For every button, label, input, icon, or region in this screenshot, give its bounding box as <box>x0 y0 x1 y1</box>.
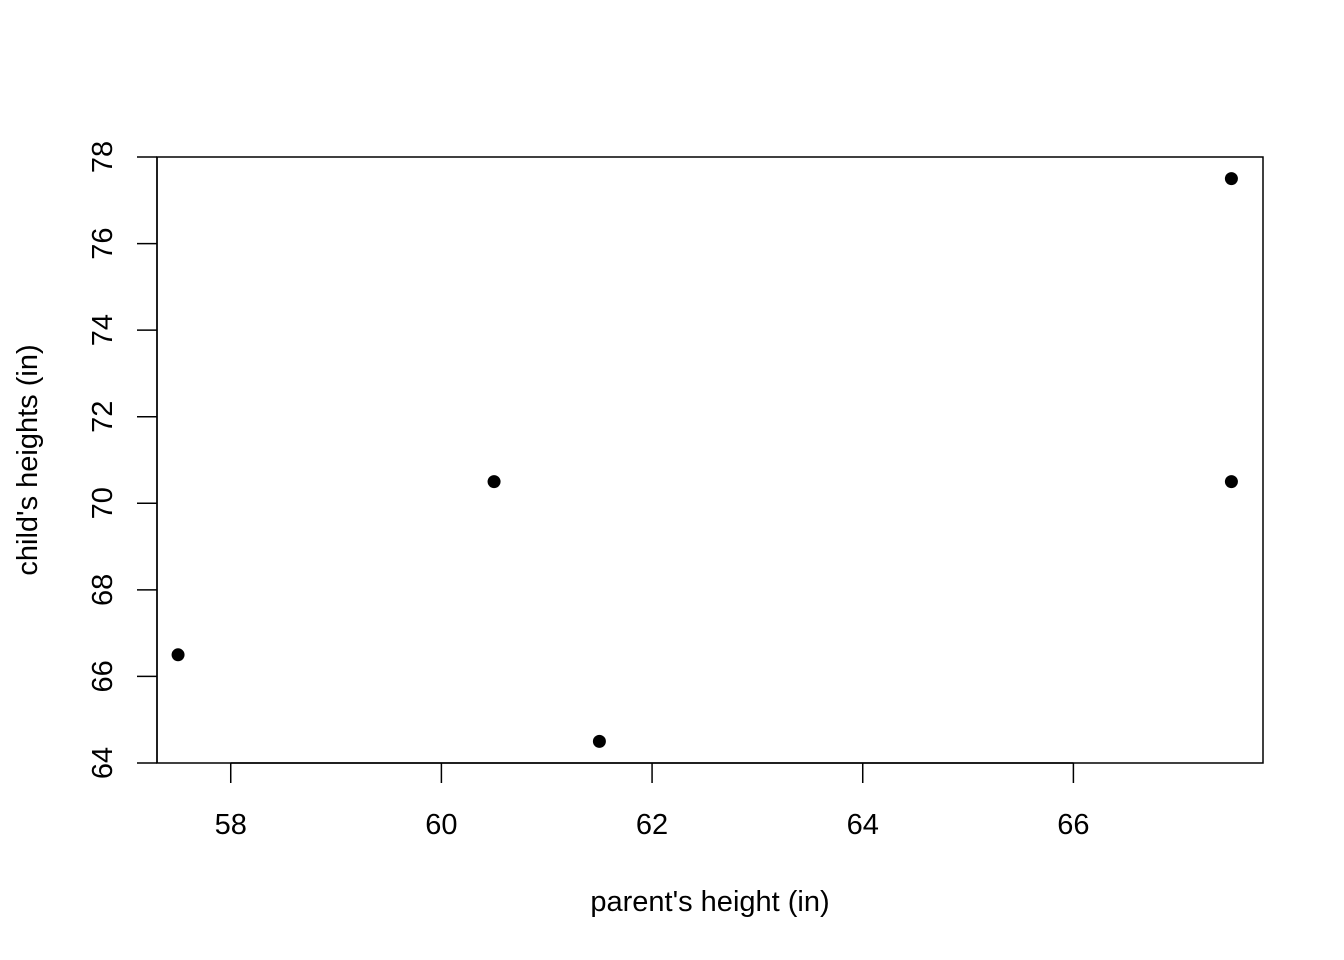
data-point <box>487 475 501 489</box>
data-points <box>171 172 1238 748</box>
y-tick-label: 70 <box>87 487 119 519</box>
y-tick-label: 78 <box>87 141 119 173</box>
data-point <box>1224 172 1238 186</box>
plot-frame <box>156 156 1264 764</box>
y-tick-label: 68 <box>87 574 119 606</box>
data-point <box>171 648 185 662</box>
y-tick-label: 76 <box>87 227 119 259</box>
data-point <box>592 734 606 748</box>
y-axis-title: child's heights (in) <box>12 344 44 575</box>
y-tick-label: 74 <box>87 314 119 346</box>
y-tick-label: 64 <box>87 747 119 779</box>
x-tick-label: 66 <box>1057 809 1089 841</box>
data-point <box>1224 475 1238 489</box>
y-tick-label: 66 <box>87 660 119 692</box>
x-tick-label: 62 <box>636 809 668 841</box>
y-axis-ticks: 64 66 68 70 72 74 76 78 <box>87 141 157 779</box>
x-axis-title: parent's height (in) <box>590 886 829 918</box>
x-axis-ticks: 58 60 62 64 66 <box>215 763 1090 841</box>
x-tick-label: 58 <box>215 809 247 841</box>
y-tick-label: 72 <box>87 401 119 433</box>
x-tick-label: 60 <box>425 809 457 841</box>
x-tick-label: 64 <box>847 809 879 841</box>
